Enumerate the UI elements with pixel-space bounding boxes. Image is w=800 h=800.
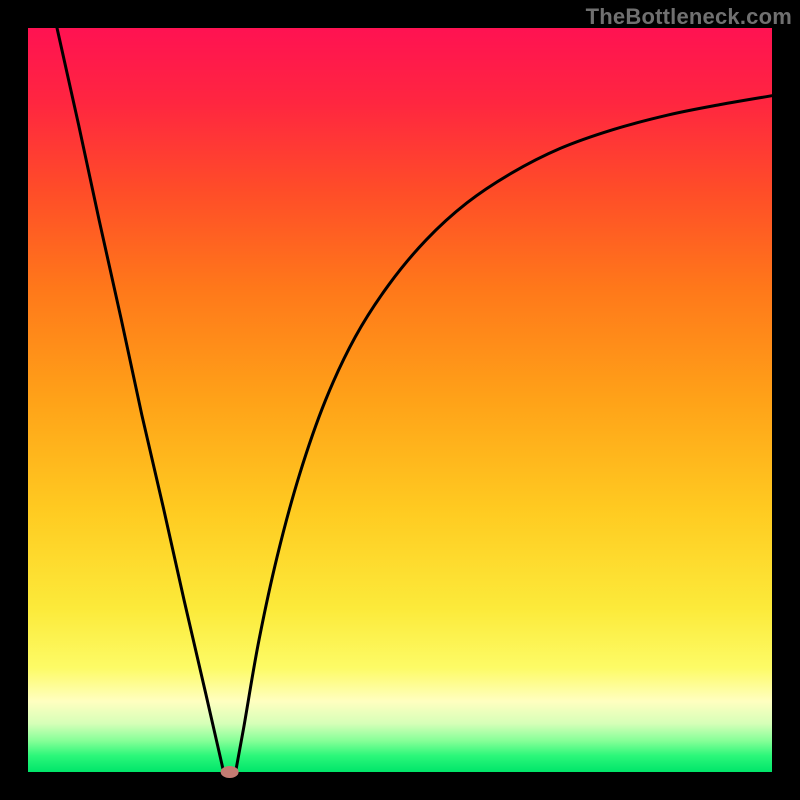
bottleneck-chart bbox=[0, 0, 800, 800]
chart-container: TheBottleneck.com bbox=[0, 0, 800, 800]
optimum-marker bbox=[221, 766, 239, 778]
watermark-text: TheBottleneck.com bbox=[586, 4, 792, 30]
